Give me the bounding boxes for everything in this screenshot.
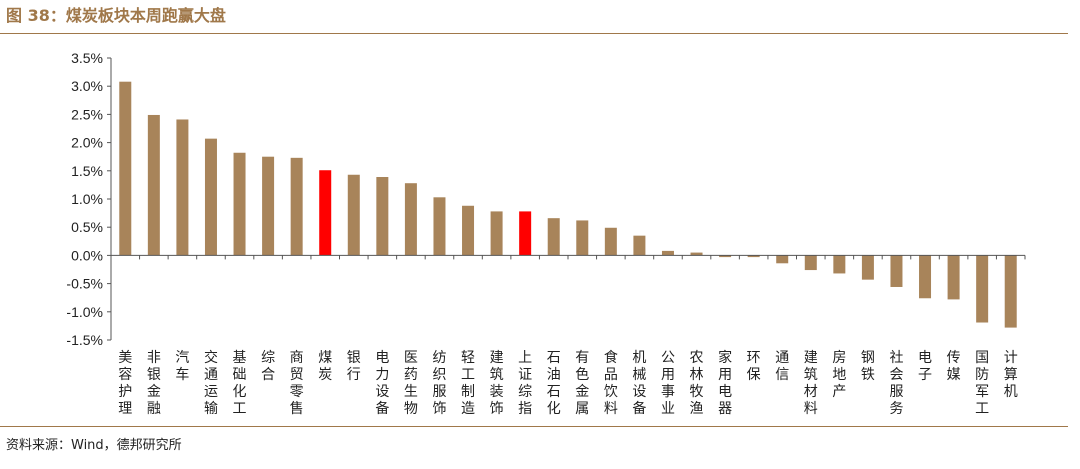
category-label: 建筑装饰 [490, 350, 504, 417]
category-label: 基础化工 [233, 349, 247, 417]
category-label: 机械设备 [632, 350, 646, 417]
bar-7 [290, 157, 303, 256]
bar-4 [204, 138, 217, 256]
bar-9 [347, 174, 360, 256]
y-tick-label: -1.0% [66, 304, 103, 320]
bar-26 [833, 255, 846, 274]
y-tick-label: 0.0% [71, 247, 103, 263]
category-label: 国防军工 [975, 350, 989, 417]
bar-15 [519, 211, 532, 256]
bar-11 [404, 183, 417, 256]
bar-3 [176, 119, 189, 256]
category-label: 钢铁 [861, 350, 875, 383]
bar-18 [604, 227, 617, 256]
bar-12 [433, 197, 446, 256]
x-axis [110, 254, 1026, 260]
y-axis: 3.5% 3.0% 2.5% 2.0% 1.5% 1.0% 0.5% 0.0% -0.5% -1.… [66, 50, 112, 348]
category-label: 计算机 [1004, 350, 1018, 400]
category-label: 房地产 [832, 350, 846, 400]
bar-10 [376, 177, 389, 256]
category-label: 电子 [918, 350, 932, 383]
category-label: 美容护理 [118, 350, 132, 417]
y-tick-label: -0.5% [66, 276, 103, 292]
bottom-divider [0, 426, 1068, 427]
category-label: 通信 [775, 350, 789, 383]
bar-6 [262, 156, 275, 256]
bars [119, 81, 1017, 328]
bar-13 [462, 205, 475, 256]
category-label: 综合 [261, 350, 275, 383]
bar-5 [233, 152, 246, 256]
category-label: 食品饮料 [604, 349, 618, 417]
bar-2 [147, 114, 160, 256]
bar-25 [804, 255, 817, 271]
category-label: 商贸零售 [290, 350, 304, 417]
y-tick-label: 2.0% [71, 135, 103, 151]
bar-32 [1004, 255, 1017, 328]
y-tick-label: 3.5% [71, 50, 103, 66]
category-label: 汽车 [175, 350, 189, 383]
category-label: 社会服务 [889, 350, 903, 417]
bar-29 [919, 255, 932, 299]
category-label: 轻工制造 [461, 350, 475, 417]
category-label: 上证综指 [518, 350, 532, 417]
category-label: 纺织服饰 [432, 350, 446, 417]
category-label: 建筑材料 [804, 350, 818, 417]
bar-21 [690, 252, 703, 256]
bar-22 [719, 255, 732, 258]
category-label: 非银金融 [147, 350, 161, 417]
figure-title: 图 38：煤炭板块本周跑赢大盘 [6, 6, 226, 25]
bar-23 [747, 255, 760, 258]
bar-24 [776, 255, 789, 264]
bar-16 [547, 218, 560, 256]
y-tick-label: 1.5% [71, 163, 103, 179]
category-label: 医药生物 [404, 350, 418, 417]
bar-20 [661, 250, 674, 256]
y-tick-label: 2.5% [71, 106, 103, 122]
bar-17 [576, 220, 589, 256]
y-tick-label: 3.0% [71, 78, 103, 94]
category-label: 煤炭 [318, 350, 332, 383]
category-label: 农林牧渔 [690, 350, 704, 417]
bar-1 [119, 81, 132, 256]
y-tick-label: -1.5% [66, 332, 103, 348]
bar-14 [490, 211, 503, 256]
bar-27 [861, 255, 874, 280]
category-label: 传媒 [947, 350, 961, 383]
category-label: 环保 [747, 350, 761, 383]
bar-30 [947, 255, 960, 300]
category-label: 电力设备 [375, 350, 389, 417]
source-note: 资料来源：Wind，德邦研究所 [6, 438, 182, 453]
category-label: 银行 [347, 350, 361, 383]
y-tick-label: 0.5% [71, 219, 103, 235]
bar-28 [890, 255, 903, 287]
top-divider [0, 33, 1068, 34]
bar-8 [319, 170, 332, 256]
category-label: 公用事业 [661, 350, 675, 417]
category-label: 石油石化 [547, 350, 561, 417]
y-tick-label: 1.0% [71, 191, 103, 207]
bar-19 [633, 235, 646, 256]
category-label: 交通运输 [204, 349, 218, 417]
category-label: 有色金属 [575, 350, 589, 417]
bar-31 [976, 255, 989, 323]
category-label: 家用电器 [718, 349, 732, 417]
